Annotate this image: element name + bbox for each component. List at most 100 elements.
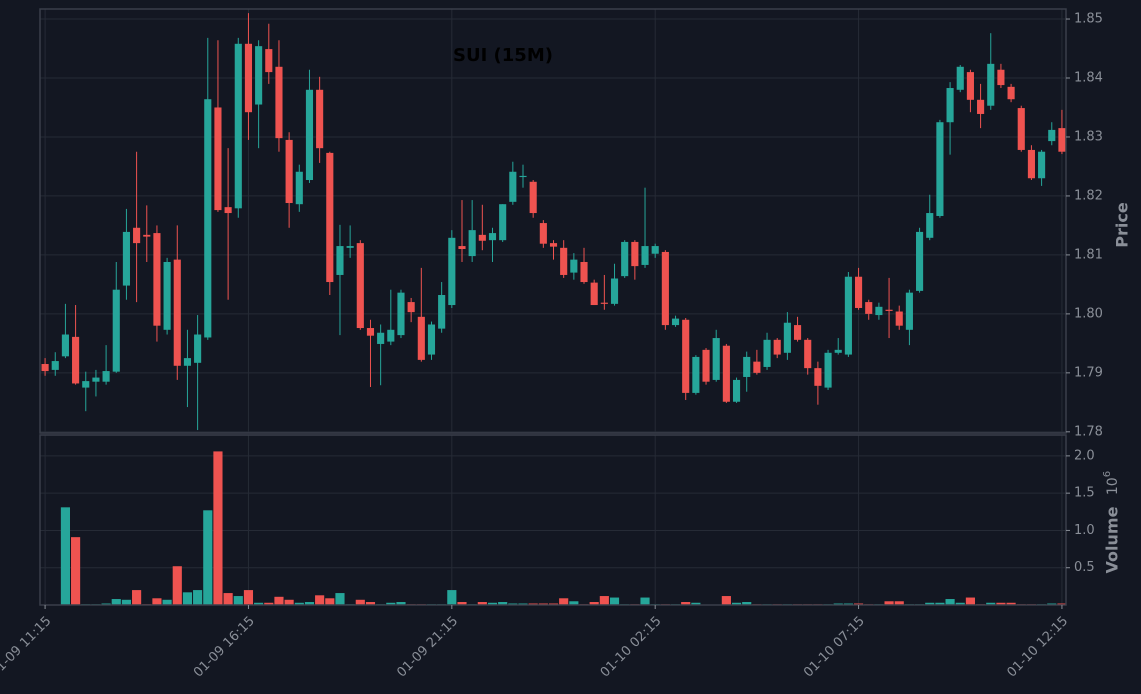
volume-bar	[213, 451, 223, 605]
candle-body	[732, 379, 741, 402]
candle-body	[509, 171, 517, 202]
volume-bar	[609, 597, 620, 605]
candle-body	[519, 175, 527, 178]
candle-body	[163, 261, 171, 330]
volume-bar	[599, 596, 609, 605]
candle-body	[824, 352, 832, 388]
candle-body	[397, 292, 405, 336]
volume-bar	[965, 597, 975, 605]
volume-bar	[986, 602, 996, 605]
candle-body	[702, 349, 710, 382]
candle-body	[41, 364, 49, 372]
volume-bar	[935, 602, 945, 605]
volume-bar	[742, 602, 752, 605]
candle-body	[244, 43, 253, 113]
candle-body	[793, 325, 802, 340]
candle-body	[72, 336, 80, 384]
candle-body	[112, 289, 120, 372]
candle-body	[1017, 108, 1025, 150]
candle-body	[478, 234, 486, 241]
candle-body	[305, 89, 314, 181]
volume-bar	[304, 602, 315, 605]
candle-body	[285, 139, 293, 204]
candle-body	[92, 377, 100, 382]
volume-bar	[447, 590, 457, 605]
candle-body	[275, 66, 283, 139]
candle-body	[549, 243, 558, 247]
candle-body	[753, 361, 761, 373]
volume-bar	[996, 602, 1006, 605]
candle-body	[204, 99, 212, 338]
candle-body	[499, 204, 507, 241]
volume-bar	[335, 593, 345, 605]
volume-bar	[681, 602, 691, 605]
candle-body	[51, 361, 59, 370]
volume-bar	[487, 602, 498, 605]
candle-body	[224, 207, 232, 214]
candle-body	[987, 63, 995, 106]
volume-bar	[731, 602, 742, 605]
volume-bar	[274, 596, 284, 605]
candle-body	[153, 233, 161, 326]
y2-offset-exponent: 6	[1102, 471, 1113, 477]
candle-body	[417, 316, 425, 360]
y-axis-label: Price	[1113, 202, 1132, 248]
candle-body	[295, 171, 303, 205]
candle-body	[865, 302, 873, 314]
volume-bar	[691, 602, 701, 605]
candle-body	[346, 246, 354, 248]
candle-body	[366, 328, 375, 336]
volume-bar	[477, 602, 487, 605]
volume-bar	[721, 596, 731, 605]
candle-body	[529, 181, 537, 214]
candle-body	[427, 324, 436, 355]
volume-bar	[60, 507, 70, 605]
volume-bar	[396, 602, 406, 605]
volume-bar	[152, 598, 162, 605]
candle-body	[194, 334, 202, 363]
candle-body	[600, 302, 608, 304]
candle-body	[905, 292, 913, 330]
candle-body	[377, 332, 385, 344]
candle-body	[631, 241, 639, 267]
candle-body	[326, 152, 334, 283]
candle-body	[1058, 128, 1066, 152]
candle-body	[438, 295, 446, 329]
chart-title: SUI (15M)	[453, 45, 553, 66]
candle-body	[814, 368, 822, 386]
candle-body	[448, 237, 456, 306]
candle-body	[133, 227, 141, 244]
candle-body	[804, 339, 812, 369]
candle-body	[173, 259, 181, 366]
price-panel-frame	[39, 8, 1067, 434]
candle-body	[916, 231, 924, 291]
candle-body	[407, 302, 415, 313]
volume-bar	[243, 590, 254, 605]
volume-bar	[386, 602, 396, 605]
y-tick-label: 1.79	[1074, 365, 1103, 380]
candle-body	[671, 318, 680, 326]
candle-body	[539, 223, 547, 244]
y-tick-label: 1.85	[1074, 12, 1103, 27]
candle-body	[468, 230, 476, 257]
volume-bar	[315, 595, 325, 605]
y2-offset-base: 10	[1105, 477, 1121, 495]
candle-body	[387, 329, 395, 342]
volume-bar	[955, 602, 965, 605]
candle-body	[458, 246, 466, 250]
candle-body	[885, 309, 893, 311]
y-tick-label: 1.81	[1074, 247, 1103, 262]
candle-body	[336, 246, 344, 275]
candle-body	[255, 46, 263, 105]
y2-tick-label: 1.5	[1074, 486, 1095, 501]
candle-body	[122, 231, 130, 286]
y-tick-label: 1.82	[1074, 188, 1103, 203]
candle-body	[966, 72, 974, 100]
candle-body	[265, 49, 273, 73]
candle-body	[661, 251, 669, 326]
volume-bar	[365, 602, 376, 605]
candle-body	[743, 356, 751, 377]
candle-body	[875, 306, 883, 316]
